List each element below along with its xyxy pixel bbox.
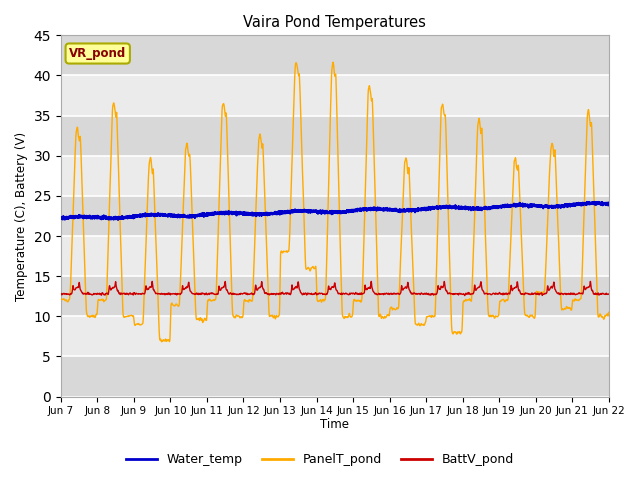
Y-axis label: Temperature (C), Battery (V): Temperature (C), Battery (V)	[15, 132, 28, 300]
Bar	[61, 36, 609, 75]
Bar	[61, 75, 609, 116]
Bar	[61, 357, 609, 396]
Bar	[61, 236, 609, 276]
Bar	[61, 276, 609, 316]
Legend: Water_temp, PanelT_pond, BattV_pond: Water_temp, PanelT_pond, BattV_pond	[120, 448, 520, 471]
Title: Vaira Pond Temperatures: Vaira Pond Temperatures	[243, 15, 426, 30]
X-axis label: Time: Time	[320, 419, 349, 432]
Bar	[61, 116, 609, 156]
Bar	[61, 156, 609, 196]
Bar	[61, 196, 609, 236]
Bar	[61, 316, 609, 357]
Text: VR_pond: VR_pond	[69, 47, 126, 60]
